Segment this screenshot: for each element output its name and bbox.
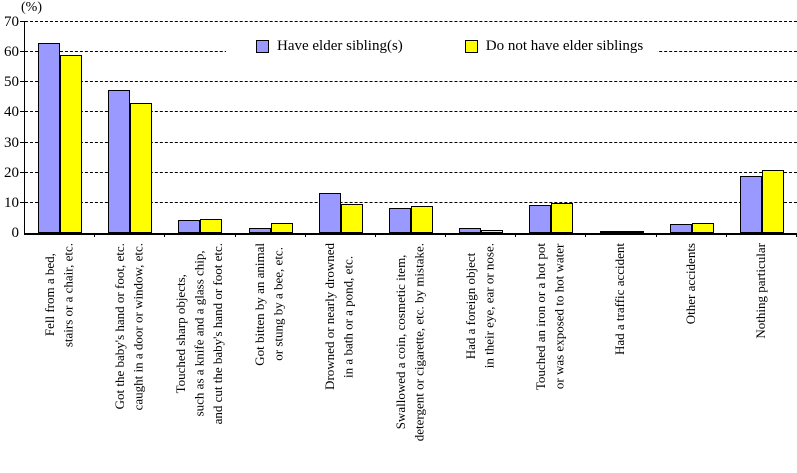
x-category-slot: Touched sharp objects, such as a knife a… [164, 243, 234, 424]
x-axis-tick [305, 233, 306, 237]
bar-do-not-have-elder-siblings [761, 170, 784, 233]
x-category-slot: Drowned or nearly drowned in a bath or a… [305, 243, 375, 390]
x-category-slot: Touched an iron or a hot pot or was expo… [515, 243, 585, 390]
bar-have-elder-sibling-s- [669, 224, 692, 233]
bar-have-elder-sibling-s- [38, 43, 61, 233]
category-slot [236, 223, 306, 233]
category-slot [376, 206, 446, 233]
x-category-label: Had a foreign object in their eye, ear o… [462, 243, 497, 369]
gridline [25, 111, 797, 113]
category-slot [446, 228, 516, 233]
bar-do-not-have-elder-siblings [621, 231, 644, 233]
bar-do-not-have-elder-siblings [340, 204, 363, 233]
category-slot [516, 203, 586, 233]
category-slot [657, 223, 727, 233]
legend-item-no-elder-siblings: Do not have elder siblings [464, 38, 644, 55]
bar-do-not-have-elder-siblings [551, 203, 574, 233]
legend-swatch-have-elder-siblings [256, 40, 269, 53]
category-slot [727, 170, 797, 233]
x-category-slot: Swallowed a coin, cosmetic item, deterge… [375, 243, 445, 441]
category-slot [306, 193, 376, 233]
x-category-label: Got the baby's hand or foot, etc. caught… [111, 243, 146, 411]
category-slot [25, 43, 95, 233]
y-axis-tick-label: 60 [4, 44, 19, 61]
bar-have-elder-sibling-s- [178, 220, 201, 233]
x-category-slot: Had a traffic accident [586, 243, 656, 355]
x-axis-category-labels: Fell from a bed, stairs or a chair, etc.… [24, 243, 796, 441]
category-slot [165, 219, 235, 233]
x-axis-tick [445, 233, 446, 237]
x-axis-tick [515, 233, 516, 237]
bar-do-not-have-elder-siblings [411, 206, 434, 233]
y-axis-tick-label: 10 [4, 194, 19, 211]
y-axis-tick [20, 141, 25, 143]
x-axis-tick [375, 233, 376, 237]
y-axis-tick [20, 81, 25, 83]
x-category-label: Drowned or nearly drowned in a bath or a… [322, 243, 356, 390]
legend-swatch-no-elder-siblings [464, 40, 478, 53]
legend-item-have-elder-siblings: Have elder sibling(s) [256, 38, 403, 55]
x-category-slot: Got the baby's hand or foot, etc. caught… [94, 243, 164, 410]
bar-do-not-have-elder-siblings [270, 223, 293, 233]
bar-do-not-have-elder-siblings [481, 230, 504, 233]
y-axis-tick [20, 171, 25, 173]
bars-row [25, 22, 797, 233]
bar-have-elder-sibling-s- [459, 228, 482, 233]
bar-have-elder-sibling-s- [529, 205, 552, 233]
x-category-slot: Fell from a bed, stairs or a chair, etc. [24, 243, 94, 347]
gridline [25, 171, 797, 173]
bar-do-not-have-elder-siblings [691, 223, 714, 233]
category-slot [95, 90, 165, 233]
x-category-label: Got bitten by an animal or stung by a be… [252, 243, 286, 366]
bar-have-elder-sibling-s- [248, 228, 271, 233]
y-axis-tick-label: 0 [11, 225, 20, 241]
category-slot [587, 231, 657, 233]
x-category-slot: Other accidents [656, 243, 726, 324]
y-axis-unit-label: (%) [21, 0, 42, 15]
x-axis-tick [164, 233, 165, 237]
legend: Have elder sibling(s) Do not have elder … [226, 33, 658, 60]
y-axis-tick-label: 40 [4, 104, 19, 121]
bar-have-elder-sibling-s- [389, 208, 412, 233]
gridline [25, 201, 797, 203]
x-category-label: Nothing particular [752, 243, 768, 339]
x-axis-tick [585, 233, 586, 237]
gridline [25, 141, 797, 143]
gridline [25, 21, 797, 22]
bar-have-elder-sibling-s- [739, 176, 762, 233]
y-axis-tick [20, 21, 25, 22]
y-axis-tick-label: 50 [4, 74, 19, 91]
bar-do-not-have-elder-siblings [200, 219, 223, 233]
y-axis-tick [20, 51, 25, 53]
x-category-slot: Got bitten by an animal or stung by a be… [235, 243, 305, 366]
bar-do-not-have-elder-siblings [60, 55, 83, 233]
bar-do-not-have-elder-siblings [130, 103, 153, 233]
x-category-slot: Had a foreign object in their eye, ear o… [445, 243, 515, 368]
x-axis-tick [94, 233, 95, 237]
x-axis-tick [726, 233, 727, 237]
x-category-slot: Nothing particular [726, 243, 796, 339]
y-axis-tick [20, 201, 25, 203]
x-category-label: Other accidents [682, 243, 698, 325]
x-axis-tick [656, 233, 657, 237]
y-axis-tick [20, 111, 25, 113]
x-category-label: Touched sharp objects, such as a knife a… [172, 243, 225, 425]
x-category-label: Fell from a bed, stairs or a chair, etc. [41, 243, 76, 348]
bar-have-elder-sibling-s- [318, 193, 341, 233]
legend-label: Do not have elder siblings [485, 38, 644, 54]
y-axis-tick-label: 20 [4, 164, 19, 181]
y-axis-tick-label: 30 [4, 134, 19, 151]
bar-have-elder-sibling-s- [599, 231, 622, 233]
x-category-label: Had a traffic accident [612, 243, 628, 355]
y-axis-tick-label: 70 [4, 14, 19, 30]
x-axis-tick [235, 233, 236, 237]
x-category-label: Touched an iron or a hot pot or was expo… [532, 243, 567, 391]
gridline [25, 81, 797, 83]
bar-have-elder-sibling-s- [108, 90, 131, 233]
x-category-label: Swallowed a coin, cosmetic item, deterge… [392, 243, 427, 442]
legend-label: Have elder sibling(s) [277, 38, 403, 54]
plot-area [20, 21, 797, 235]
